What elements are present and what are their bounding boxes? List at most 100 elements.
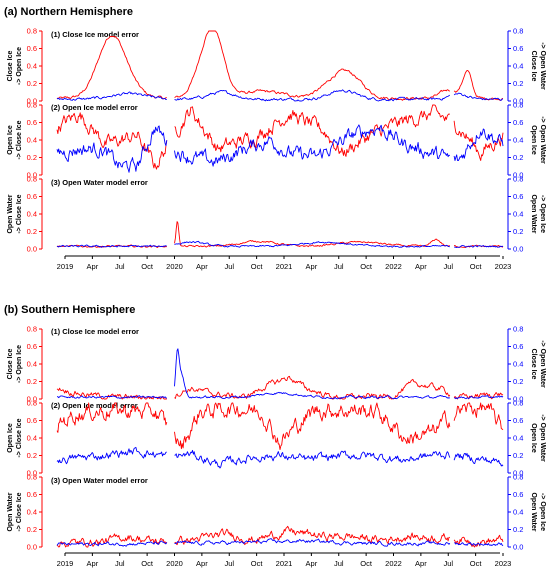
x-tick-label: Jul: [443, 559, 453, 568]
left-ylabel-line2: -> Open Ice: [16, 345, 23, 383]
chart-marks: 0.0 0.00.2 0.20.4 0.40.6 0.60.8 0.80.0 0.00.2 0…: [27, 27, 524, 568]
panel-sh-close-ice: (1) Close Ice model error Close Ice -> O…: [7, 327, 546, 388]
right-y-tick-label: 0.4: [513, 360, 523, 369]
left-y-tick-label: 0.4: [27, 136, 37, 145]
right-y-tick-label: 0.2: [513, 79, 523, 88]
right-y-tick-label: 0.8: [513, 101, 523, 110]
left-y-tick-label: 0.4: [27, 360, 37, 369]
blue-series-line: [56, 240, 504, 248]
x-tick-label: 2020: [166, 559, 183, 568]
left-y-tick-label: 0.8: [27, 27, 37, 36]
right-y-tick-label: 0.6: [513, 118, 523, 127]
left-y-tick-label: 0.6: [27, 118, 37, 127]
panel-title: (1) Close Ice model error: [51, 327, 139, 336]
left-ylabel-line1: Close Ice: [7, 51, 14, 82]
x-tick-label: Oct: [251, 559, 264, 568]
left-y-tick-label: 0.0: [27, 171, 37, 180]
left-ylabel-line1: Open Ice: [7, 125, 14, 155]
right-y-tick-label: 0.6: [513, 44, 523, 53]
left-y-tick-label: 0.0: [27, 245, 37, 254]
right-y-tick-label: 0.4: [513, 434, 523, 443]
left-y-tick-label: 0.6: [27, 416, 37, 425]
right-ylabel-line2: -> Open Water: [539, 116, 546, 164]
left-ylabel-line2: -> Close Ice: [16, 418, 23, 457]
panel-title: (3) Open Water model error: [51, 476, 148, 485]
left-y-tick-label: 0.0: [27, 543, 37, 552]
left-y-tick-label: 0.6: [27, 192, 37, 201]
right-y-tick-label: 0.6: [513, 192, 523, 201]
x-tick-label: Jul: [443, 262, 453, 271]
right-y-tick-label: 0.2: [513, 451, 523, 460]
right-y-tick-label: 0.4: [513, 508, 523, 517]
x-tick-label: Jul: [115, 262, 125, 271]
right-y-tick-label: 0.8: [513, 27, 523, 36]
x-tick-label: Oct: [141, 262, 154, 271]
right-ylabel-line1: Close Ice: [530, 349, 537, 380]
left-y-tick-label: 0.2: [27, 451, 37, 460]
right-ylabel-line2: -> Open Ice: [539, 195, 546, 233]
x-tick-label: 2022: [385, 559, 402, 568]
panel-nh-open-water: (3) Open Water model error Open Water ->…: [7, 178, 546, 234]
x-tick-label: Apr: [306, 559, 318, 568]
right-y-tick-label: 0.2: [513, 153, 523, 162]
right-y-tick-label: 0.4: [513, 136, 523, 145]
right-y-tick-label: 0.8: [513, 175, 523, 184]
right-ylabel-line1: Open Ice: [530, 423, 537, 453]
right-y-tick-label: 0.8: [513, 325, 523, 334]
right-y-tick-label: 0.6: [513, 416, 523, 425]
x-tick-label: 2022: [385, 262, 402, 271]
southern-hemisphere-title: (b) Southern Hemisphere: [4, 304, 135, 316]
x-tick-label: Apr: [87, 262, 99, 271]
left-ylabel-line1: Open Ice: [7, 423, 14, 453]
right-y-tick-label: 0.8: [513, 399, 523, 408]
blue-series-line: [56, 124, 504, 173]
red-series-line: [56, 30, 504, 101]
x-tick-label: Oct: [470, 559, 483, 568]
left-y-tick-label: 0.4: [27, 508, 37, 517]
left-y-tick-label: 0.4: [27, 434, 37, 443]
panel-title: (1) Close Ice model error: [51, 30, 139, 39]
right-ylabel-line2: -> Open Water: [539, 42, 546, 90]
x-tick-label: Jul: [334, 262, 344, 271]
blue-series-line: [56, 89, 503, 102]
x-tick-label: Jul: [115, 559, 125, 568]
left-ylabel-line2: -> Close Ice: [16, 492, 23, 531]
right-y-tick-label: 0.6: [513, 342, 523, 351]
left-y-tick-label: 0.2: [27, 153, 37, 162]
right-ylabel-line2: -> Open Ice: [539, 493, 546, 531]
left-ylabel-line1: Open Water: [7, 194, 14, 233]
x-tick-label: 2019: [57, 262, 74, 271]
right-y-tick-label: 0.0: [513, 97, 523, 106]
right-y-tick-label: 0.2: [513, 227, 523, 236]
x-tick-label: 2019: [57, 559, 74, 568]
right-ylabel-line1: Open Water: [530, 492, 537, 531]
x-tick-label: Oct: [360, 559, 373, 568]
left-y-tick-label: 0.6: [27, 44, 37, 53]
left-ylabel-line2: -> Close Ice: [16, 120, 23, 159]
right-y-tick-label: 0.4: [513, 62, 523, 71]
left-y-tick-label: 0.6: [27, 490, 37, 499]
left-y-tick-label: 0.8: [27, 175, 37, 184]
left-y-tick-label: 0.2: [27, 525, 37, 534]
left-y-tick-label: 0.0: [27, 469, 37, 478]
x-tick-label: Apr: [415, 559, 427, 568]
left-y-tick-label: 0.0: [27, 395, 37, 404]
left-y-tick-label: 0.2: [27, 377, 37, 386]
left-y-tick-label: 0.4: [27, 210, 37, 219]
left-y-tick-label: 0.6: [27, 342, 37, 351]
panel-sh-open-water: (3) Open Water model error Open Water ->…: [7, 476, 546, 532]
panel-sh-open-ice: (2) Open Ice model error Open Ice -> Clo…: [7, 401, 546, 462]
blue-series-line: [56, 538, 504, 547]
panel-nh-close-ice: (1) Close Ice model error Close Ice -> O…: [7, 30, 546, 90]
left-y-tick-label: 0.2: [27, 227, 37, 236]
left-ylabel-line2: -> Close Ice: [16, 194, 23, 233]
left-y-tick-label: 0.2: [27, 79, 37, 88]
x-tick-label: Apr: [306, 262, 318, 271]
x-tick-label: 2021: [276, 262, 293, 271]
left-ylabel-line1: Open Water: [7, 492, 14, 531]
x-tick-label: Jul: [334, 559, 344, 568]
right-ylabel-line2: -> Open Water: [539, 414, 546, 462]
x-tick-label: 2023: [495, 262, 512, 271]
left-y-tick-label: 0.8: [27, 473, 37, 482]
